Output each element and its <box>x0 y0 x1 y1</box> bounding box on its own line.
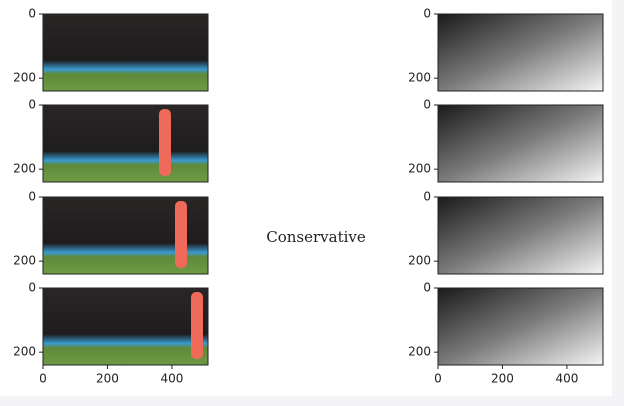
x-tick-label: 400 <box>160 372 183 386</box>
axes-frame <box>42 104 209 183</box>
y-tick-label: 200 <box>408 71 431 85</box>
image <box>438 197 603 274</box>
pole <box>159 109 171 176</box>
y-tick-label: 0 <box>28 7 36 21</box>
figure-text: Conservative <box>266 228 366 246</box>
y-tick-label: 0 <box>423 98 431 112</box>
axes-frame <box>437 13 604 92</box>
y-tick-label: 0 <box>28 98 36 112</box>
image <box>438 14 603 91</box>
y-tick-label: 0 <box>28 190 36 204</box>
y-tick-label: 200 <box>13 162 36 176</box>
axes-frame <box>42 196 209 275</box>
edge <box>0 396 624 406</box>
image <box>43 14 208 91</box>
image <box>43 288 208 365</box>
y-tick-label: 200 <box>408 254 431 268</box>
x-tick-label: 0 <box>434 372 442 386</box>
y-tick-label: 200 <box>408 345 431 359</box>
x-tick-label: 400 <box>555 372 578 386</box>
axes-frame <box>437 104 604 183</box>
x-tick-label: 200 <box>491 372 514 386</box>
y-tick-label: 200 <box>13 345 36 359</box>
axes-frame <box>437 196 604 275</box>
image <box>438 288 603 365</box>
axes-frame <box>42 13 209 92</box>
axes-frame <box>437 287 604 366</box>
x-tick-label: 200 <box>96 372 119 386</box>
pole <box>175 201 187 268</box>
y-tick-label: 200 <box>13 254 36 268</box>
y-tick-label: 0 <box>423 281 431 295</box>
y-tick-label: 200 <box>13 71 36 85</box>
y-tick-label: 200 <box>408 162 431 176</box>
y-tick-label: 0 <box>423 7 431 21</box>
edge <box>612 0 624 406</box>
y-tick-label: 0 <box>28 281 36 295</box>
axes-frame <box>42 287 209 366</box>
y-tick-label: 0 <box>423 190 431 204</box>
pole <box>191 292 203 359</box>
image <box>438 105 603 182</box>
x-tick-label: 0 <box>39 372 47 386</box>
image <box>43 105 208 182</box>
